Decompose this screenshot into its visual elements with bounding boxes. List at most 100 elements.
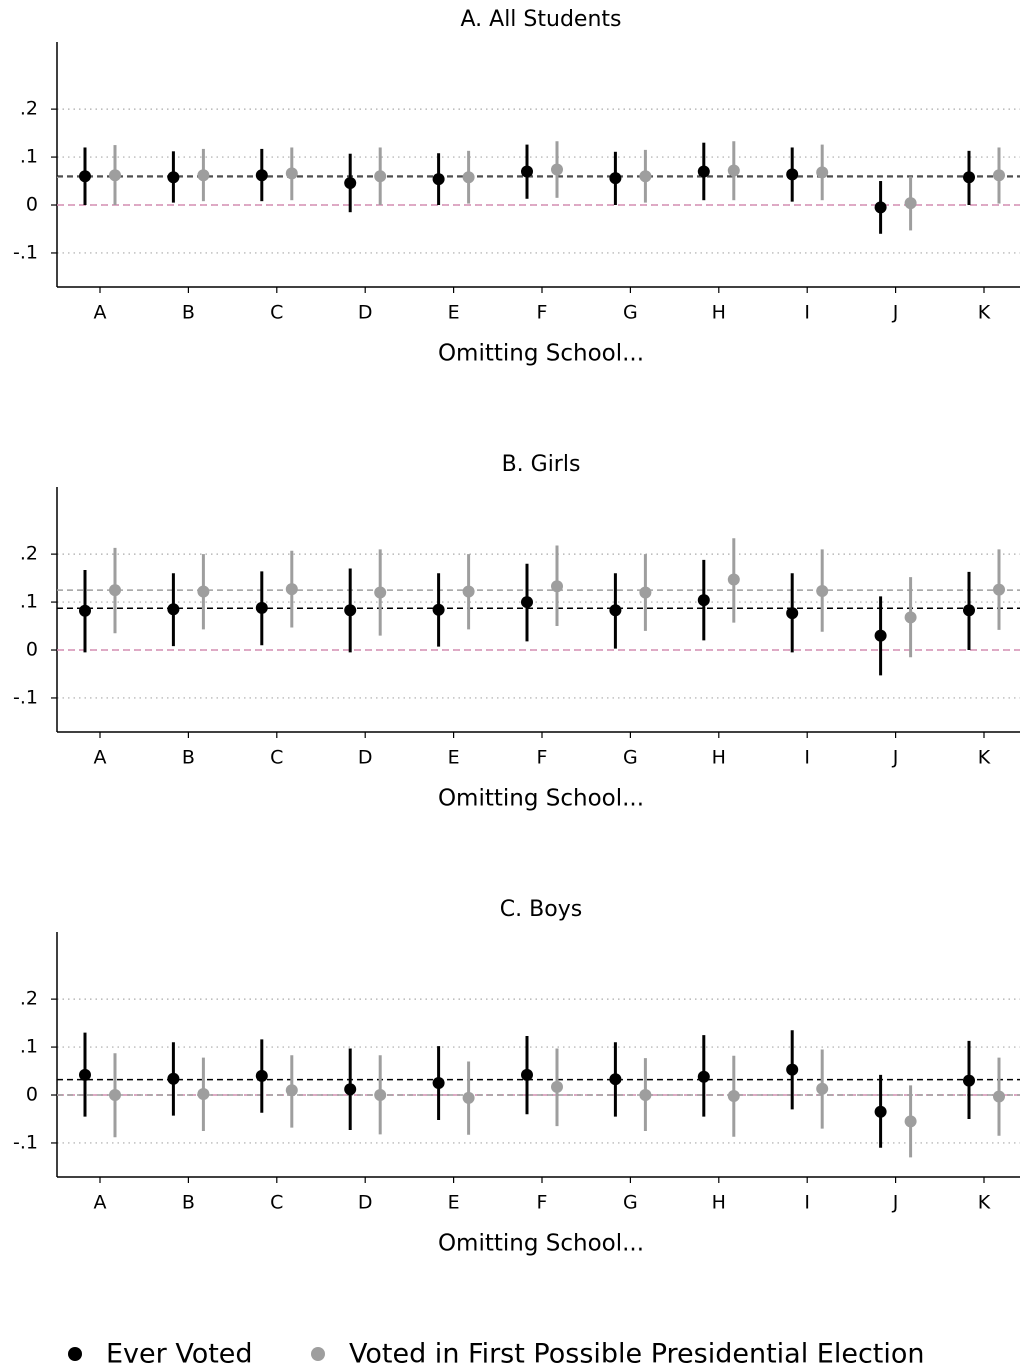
- point: [963, 171, 975, 184]
- point: [904, 1115, 917, 1128]
- x-tick-label: J: [892, 302, 899, 324]
- point: [197, 585, 210, 598]
- y-tick-label: .2: [20, 543, 38, 565]
- point: [374, 1089, 387, 1102]
- point: [462, 171, 475, 184]
- point: [786, 607, 799, 620]
- x-tick-label: K: [978, 302, 991, 324]
- point: [697, 1070, 710, 1083]
- x-axis-title: Omitting School...: [438, 786, 644, 812]
- x-axis-title: Omitting School...: [438, 1231, 644, 1257]
- point: [874, 201, 887, 214]
- x-tick-label: J: [892, 1192, 899, 1214]
- point: [993, 169, 1005, 182]
- x-tick-label: I: [804, 747, 810, 769]
- point: [727, 164, 740, 177]
- point: [639, 1089, 652, 1102]
- point: [374, 586, 387, 599]
- point: [963, 1074, 975, 1087]
- point: [521, 165, 533, 178]
- point: [255, 169, 268, 182]
- point: [432, 1077, 445, 1090]
- y-tick-label: 0: [26, 194, 38, 216]
- point: [344, 176, 357, 189]
- point: [432, 603, 445, 616]
- x-tick-label: A: [94, 1192, 107, 1214]
- point: [727, 573, 740, 586]
- point: [374, 170, 387, 183]
- point: [197, 1088, 210, 1101]
- point: [639, 586, 652, 599]
- y-tick-label: .1: [20, 591, 38, 613]
- point: [609, 172, 622, 185]
- point: [344, 1083, 357, 1096]
- y-tick-label: .1: [20, 146, 38, 168]
- x-tick-label: C: [270, 1192, 283, 1214]
- legend-marker: [311, 1347, 325, 1361]
- point: [167, 1072, 180, 1085]
- point: [432, 173, 445, 186]
- point: [904, 197, 917, 210]
- point: [462, 585, 475, 598]
- x-tick-label: K: [978, 747, 991, 769]
- point: [255, 601, 268, 614]
- point: [285, 583, 298, 596]
- x-tick-label: H: [712, 302, 726, 324]
- point: [963, 604, 975, 617]
- x-tick-label: C: [270, 747, 283, 769]
- point: [551, 580, 563, 593]
- x-tick-label: D: [358, 747, 373, 769]
- point: [285, 1084, 298, 1097]
- y-tick-label: .2: [20, 988, 38, 1010]
- x-tick-label: F: [537, 302, 548, 324]
- point: [109, 584, 121, 597]
- legend-marker: [68, 1347, 82, 1361]
- point: [255, 1069, 268, 1082]
- x-tick-label: F: [537, 1192, 548, 1214]
- point: [285, 167, 298, 180]
- point: [874, 1105, 887, 1118]
- point: [344, 604, 357, 617]
- point: [609, 604, 622, 617]
- x-tick-label: J: [892, 747, 899, 769]
- point: [786, 1063, 799, 1076]
- point: [521, 1068, 533, 1081]
- point: [697, 165, 710, 178]
- y-tick-label: .2: [20, 98, 38, 120]
- point: [79, 604, 91, 617]
- chart-title: C. Boys: [500, 897, 582, 922]
- x-tick-label: E: [448, 302, 460, 324]
- point: [197, 169, 210, 182]
- y-tick-label: -.1: [13, 241, 38, 263]
- x-tick-label: G: [623, 747, 638, 769]
- x-tick-label: E: [448, 747, 460, 769]
- x-tick-label: H: [712, 1192, 726, 1214]
- x-tick-label: E: [448, 1192, 460, 1214]
- x-tick-label: K: [978, 1192, 991, 1214]
- y-tick-label: 0: [26, 639, 38, 661]
- point: [786, 168, 799, 181]
- x-tick-label: B: [182, 1192, 195, 1214]
- chart-title: A. All Students: [461, 7, 622, 32]
- x-tick-label: B: [182, 747, 195, 769]
- point: [167, 603, 180, 616]
- y-tick-label: -.1: [13, 686, 38, 708]
- x-tick-label: G: [623, 302, 638, 324]
- point: [816, 166, 829, 179]
- point: [167, 171, 180, 184]
- point: [551, 163, 563, 176]
- point: [109, 169, 121, 182]
- x-tick-label: G: [623, 1192, 638, 1214]
- chart-title: B. Girls: [502, 452, 581, 477]
- point: [993, 1090, 1005, 1103]
- x-tick-label: D: [358, 1192, 373, 1214]
- point: [109, 1089, 121, 1102]
- x-tick-label: B: [182, 302, 195, 324]
- point: [462, 1091, 475, 1104]
- x-tick-label: C: [270, 302, 283, 324]
- x-tick-label: A: [94, 747, 107, 769]
- y-tick-label: 0: [26, 1084, 38, 1106]
- point: [727, 1089, 740, 1102]
- point: [609, 1073, 622, 1086]
